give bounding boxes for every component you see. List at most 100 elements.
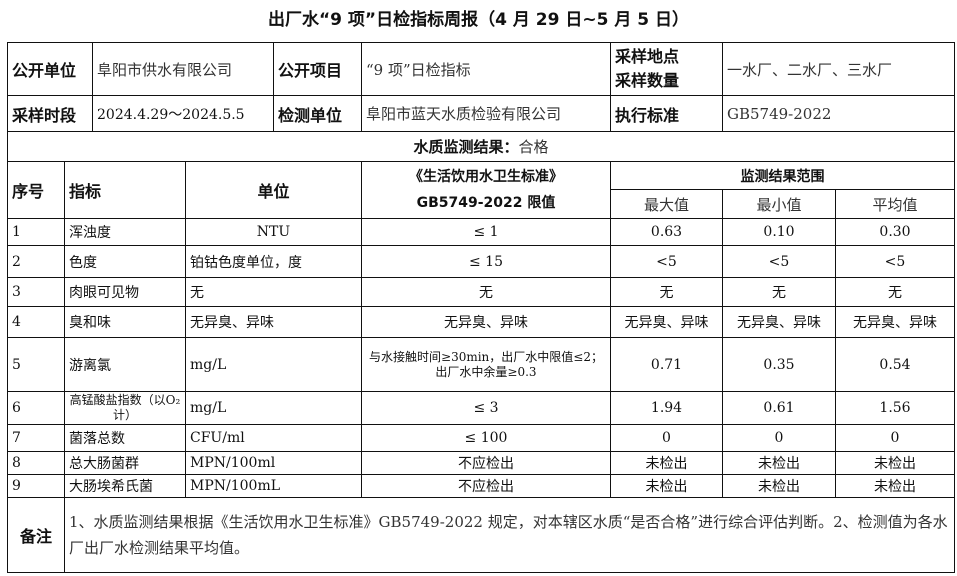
row-max: 无异臭、异味 — [610, 306, 723, 338]
row-max: 未检出 — [610, 451, 723, 475]
row-avg: 未检出 — [835, 451, 955, 475]
row-no: 7 — [7, 424, 65, 452]
row-unit: CFU/ml — [185, 424, 362, 452]
row-limit: 不应检出 — [361, 474, 611, 498]
row-avg: 无异臭、异味 — [835, 306, 955, 338]
row-limit: 无 — [361, 277, 611, 307]
std: GB5749-2022 — [722, 95, 955, 132]
row-no: 3 — [7, 277, 65, 307]
site-label-1: 采样地点 — [615, 47, 680, 66]
header-limit-1: 《生活饮用水卫生标准》 — [409, 169, 563, 185]
row-indicator: 肉眼可见物 — [64, 277, 186, 307]
pub-unit-label: 公开单位 — [7, 42, 93, 96]
row-avg: 0.54 — [835, 337, 955, 392]
table-row: 7 菌落总数 CFU/ml ≤ 100 0 0 0 — [7, 424, 955, 452]
row-unit: MPN/100ml — [185, 451, 362, 475]
result-value: 合格 — [518, 138, 549, 156]
header-avg: 平均值 — [835, 189, 955, 219]
row-min: 未检出 — [722, 451, 836, 475]
row-unit: mg/L — [185, 391, 362, 425]
row-limit: ≤ 3 — [361, 391, 611, 425]
header-limit-2: GB5749-2022 限值 — [416, 195, 556, 211]
row-max: 未检出 — [610, 474, 723, 498]
row-indicator: 浑浊度 — [64, 218, 186, 246]
header-max: 最大值 — [610, 189, 723, 219]
table-row: 2 色度 铂钴色度单位，度 ≤ 15 <5 <5 <5 — [7, 245, 955, 278]
row-no: 8 — [7, 451, 65, 475]
table-row: 5 游离氯 mg/L 与水接触时间≥30min，出厂水中限值≤2；出厂水中余量≥0.3… — [7, 337, 955, 392]
row-min: 无异臭、异味 — [722, 306, 836, 338]
row-no: 1 — [7, 218, 65, 246]
period: 2024.4.29～2024.5.5 — [92, 95, 274, 132]
row-no: 5 — [7, 337, 65, 392]
table-row: 8 总大肠菌群 MPN/100ml 不应检出 未检出 未检出 未检出 — [7, 451, 955, 475]
row-min: 未检出 — [722, 474, 836, 498]
results-table: 序号 指标 单位 《生活饮用水卫生标准》 GB5749-2022 限值 监测结果范… — [7, 161, 955, 573]
row-min: 0.61 — [722, 391, 836, 425]
pub-item-label: 公开项目 — [273, 42, 362, 96]
row-unit: MPN/100mL — [185, 474, 362, 498]
table-row: 6 高锰酸盐指数（以O₂计） mg/L ≤ 3 1.94 0.61 1.56 — [7, 391, 955, 425]
header-limit: 《生活饮用水卫生标准》 GB5749-2022 限值 — [361, 161, 611, 219]
header-range: 监测结果范围 — [610, 161, 955, 190]
row-max: 0 — [610, 424, 723, 452]
row-limit: ≤ 15 — [361, 245, 611, 278]
row-indicator: 高锰酸盐指数（以O₂计） — [64, 391, 186, 425]
site-label: 采样地点 采样数量 — [610, 42, 723, 96]
header-no: 序号 — [7, 161, 65, 219]
header-indicator: 指标 — [64, 161, 186, 219]
row-avg: 未检出 — [835, 474, 955, 498]
remark-text: 1、水质监测结果根据《生活饮用水卫生标准》GB5749-2022 规定，对本辖区… — [64, 497, 955, 573]
row-unit: mg/L — [185, 337, 362, 392]
row-limit: ≤ 100 — [361, 424, 611, 452]
row-limit: 不应检出 — [361, 451, 611, 475]
row-no: 2 — [7, 245, 65, 278]
header-unit: 单位 — [185, 161, 362, 219]
site-label-2: 采样数量 — [615, 71, 680, 90]
period-label: 采样时段 — [7, 95, 93, 132]
remark-label: 备注 — [7, 497, 65, 573]
row-avg: 0 — [835, 424, 955, 452]
std-label: 执行标准 — [610, 95, 723, 132]
row-min: 无 — [722, 277, 836, 307]
row-unit: 无 — [185, 277, 362, 307]
row-limit: ≤ 1 — [361, 218, 611, 246]
table-row: 9 大肠埃希氏菌 MPN/100mL 不应检出 未检出 未检出 未检出 — [7, 474, 955, 498]
row-max: <5 — [610, 245, 723, 278]
row-indicator: 色度 — [64, 245, 186, 278]
row-indicator: 臭和味 — [64, 306, 186, 338]
row-unit: NTU — [185, 218, 362, 246]
row-min: 0.35 — [722, 337, 836, 392]
row-avg: 0.30 — [835, 218, 955, 246]
row-no: 6 — [7, 391, 65, 425]
lab-label: 检测单位 — [273, 95, 362, 132]
row-min: 0 — [722, 424, 836, 452]
info-table: 公开单位 阜阳市供水有限公司 公开项目 “9 项”日检指标 采样地点采样数量 一… — [7, 42, 955, 162]
row-avg: <5 — [835, 245, 955, 278]
row-no: 4 — [7, 306, 65, 338]
result-row: 水质监测结果：合格 — [7, 131, 955, 162]
row-no: 9 — [7, 474, 65, 498]
result-label: 水质监测结果： — [413, 138, 519, 156]
table-row: 1 浑浊度 NTU ≤ 1 0.63 0.10 0.30 — [7, 218, 955, 246]
row-avg: 无 — [835, 277, 955, 307]
row-max: 1.94 — [610, 391, 723, 425]
header-min: 最小值 — [722, 189, 836, 219]
row-unit: 铂钴色度单位，度 — [185, 245, 362, 278]
row-avg: 1.56 — [835, 391, 955, 425]
pub-unit: 阜阳市供水有限公司 — [92, 42, 274, 96]
site: 一水厂、二水厂、三水厂 — [722, 42, 955, 96]
row-min: 0.10 — [722, 218, 836, 246]
row-max: 无 — [610, 277, 723, 307]
row-limit: 与水接触时间≥30min，出厂水中限值≤2；出厂水中余量≥0.3 — [361, 337, 611, 392]
row-indicator: 总大肠菌群 — [64, 451, 186, 475]
row-limit: 无异臭、异味 — [361, 306, 611, 338]
row-indicator: 菌落总数 — [64, 424, 186, 452]
row-indicator: 大肠埃希氏菌 — [64, 474, 186, 498]
pub-item: “9 项”日检指标 — [361, 42, 611, 96]
row-indicator: 游离氯 — [64, 337, 186, 392]
row-unit: 无异臭、异味 — [185, 306, 362, 338]
lab: 阜阳市蓝天水质检验有限公司 — [361, 95, 611, 132]
row-min: <5 — [722, 245, 836, 278]
table-row: 4 臭和味 无异臭、异味 无异臭、异味 无异臭、异味 无异臭、异味 无异臭、异味 — [7, 306, 955, 338]
